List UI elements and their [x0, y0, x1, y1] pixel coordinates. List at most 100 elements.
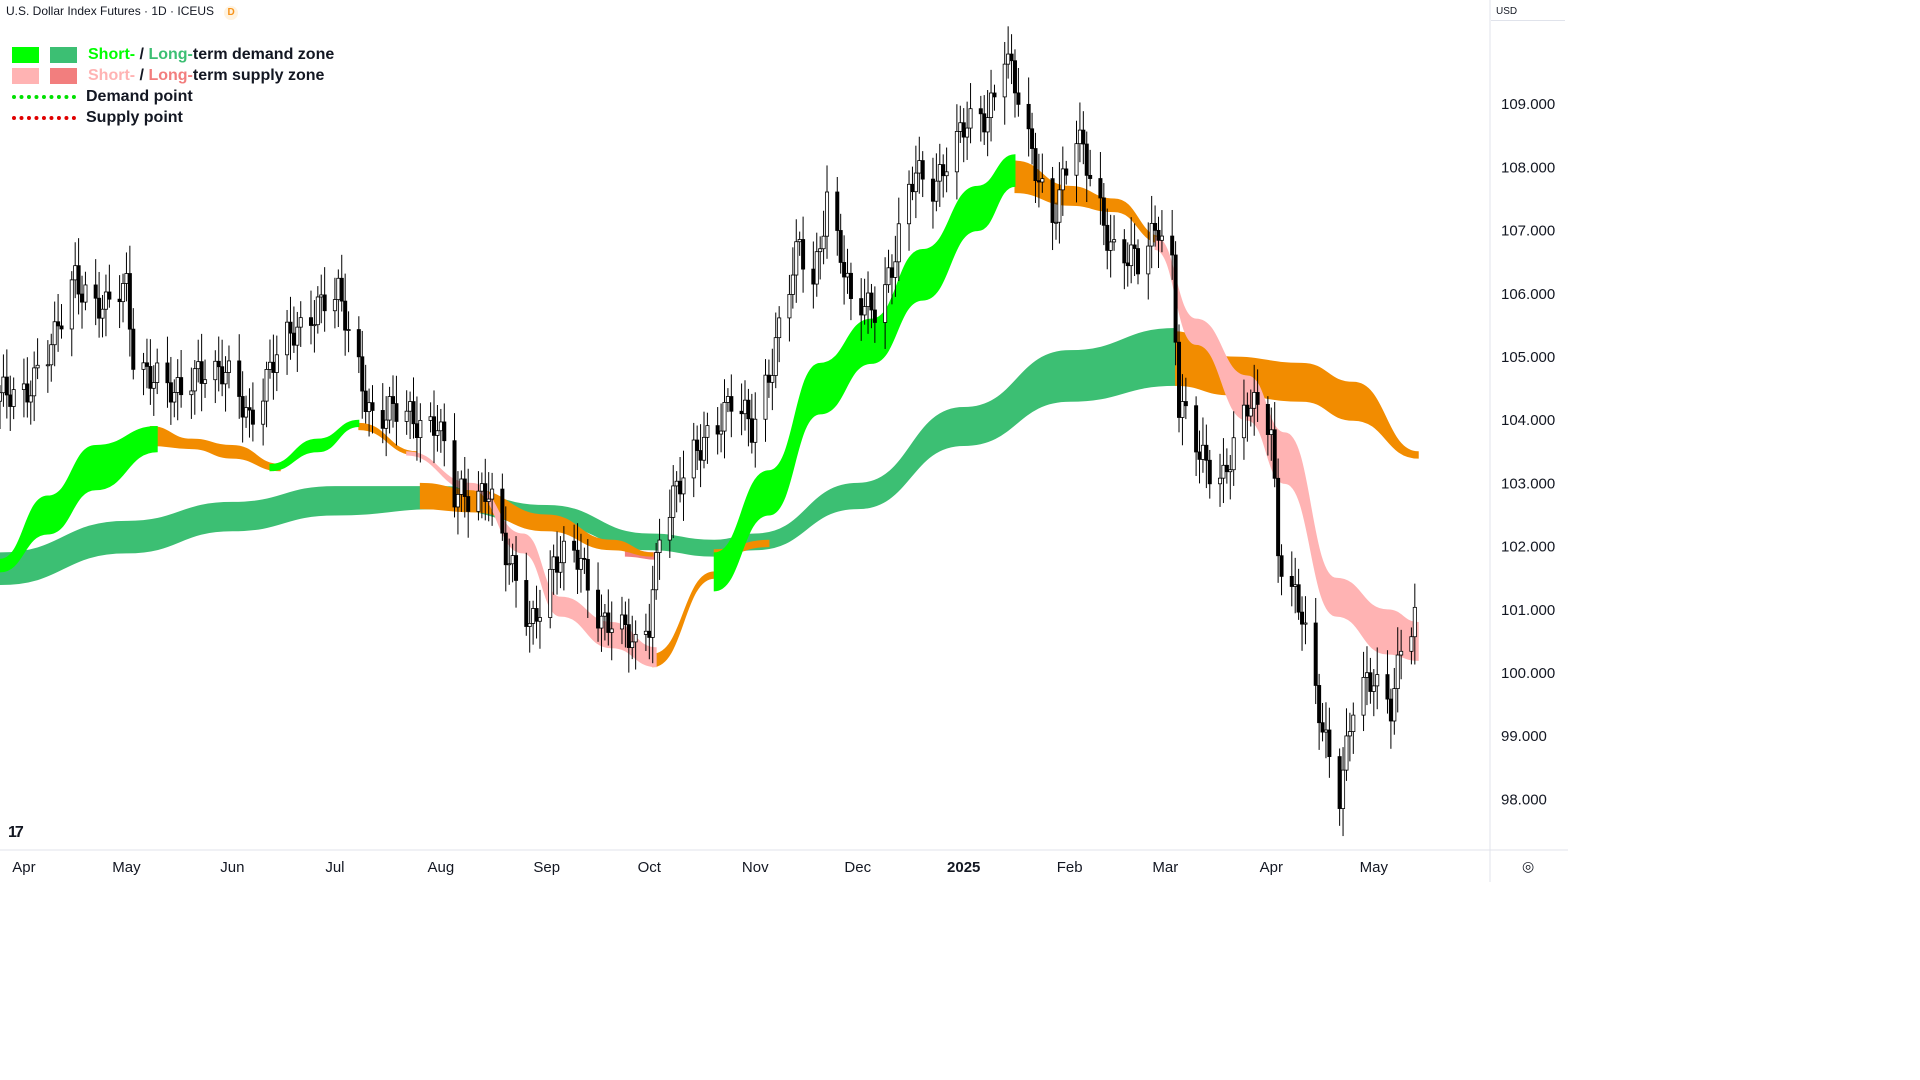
candle-body [537, 617, 542, 622]
candle [626, 598, 631, 673]
candle-body [455, 493, 460, 508]
candle-body [889, 267, 894, 278]
candle [380, 383, 385, 444]
tradingview-logo[interactable]: 17 [8, 824, 24, 841]
candle [438, 408, 443, 453]
candle-body [1105, 224, 1110, 251]
price-chart[interactable]: 98.000 99.000 100.000 101.000 102.000 103.000… [0, 0, 1568, 882]
candle [623, 601, 628, 648]
candle [596, 562, 601, 642]
candle-body [913, 172, 918, 193]
candle-body [790, 274, 795, 295]
candle-body [267, 361, 272, 370]
symbol-title[interactable]: U.S. Dollar Index Futures · 1D · ICEUS D [6, 4, 239, 20]
candle-body [1303, 622, 1308, 625]
candle-body [739, 410, 744, 415]
candle [490, 472, 495, 526]
candle [1289, 551, 1294, 607]
candle [261, 378, 266, 446]
candle-body [189, 390, 194, 396]
candle-body [226, 360, 231, 373]
target-icon[interactable]: ◎ [1522, 858, 1535, 874]
candle [83, 271, 88, 311]
candle-body [11, 389, 16, 407]
candle-body [1248, 407, 1253, 417]
candle [285, 309, 290, 375]
candle [11, 377, 16, 420]
candle-body [845, 272, 850, 278]
candle [958, 105, 963, 143]
candle-body [814, 251, 819, 285]
candle [551, 544, 556, 595]
candle [954, 104, 959, 200]
candle [961, 108, 966, 163]
candle [35, 338, 40, 380]
candle [442, 403, 447, 467]
candle [527, 600, 532, 653]
candle [1320, 702, 1325, 742]
candle-body [490, 488, 495, 500]
candle-body [360, 356, 365, 392]
candle [548, 550, 553, 629]
candle-body [872, 309, 877, 323]
candle-body [1224, 464, 1229, 473]
candle-body [483, 483, 488, 502]
candle-body [749, 418, 754, 443]
candle [264, 361, 269, 428]
candle-body [982, 113, 987, 133]
x-tick-label: Jun [220, 859, 244, 876]
candle-body [336, 277, 341, 300]
candle [244, 395, 249, 428]
candle-body [572, 540, 577, 551]
candle [1040, 153, 1045, 193]
candle-body [1327, 729, 1332, 757]
candle-body [937, 164, 942, 182]
candle [585, 539, 590, 618]
candle-body [674, 480, 679, 487]
candle [394, 375, 399, 446]
candle-body [25, 383, 30, 403]
candle [1074, 120, 1079, 203]
candle [1248, 389, 1253, 427]
candle [1313, 597, 1318, 705]
legend-item: Supply point [12, 107, 334, 128]
candle-body [285, 321, 290, 356]
candle [777, 306, 782, 363]
candle-body [1060, 168, 1065, 191]
candle [308, 290, 313, 345]
candle-body [606, 612, 611, 633]
candle-body [1064, 168, 1069, 176]
currency-selector[interactable]: USD [1491, 3, 1565, 21]
candle [524, 552, 529, 636]
candle-body [1050, 178, 1055, 223]
candle-body [1197, 451, 1202, 460]
candle [1009, 34, 1014, 85]
candle-body [1170, 235, 1175, 256]
candle [695, 425, 700, 471]
candle [486, 472, 491, 522]
candle [978, 95, 983, 142]
candle-body [534, 608, 539, 622]
candle [842, 235, 847, 305]
candle-body [1361, 676, 1366, 716]
legend-swatch [12, 67, 39, 84]
candle-body [274, 354, 279, 373]
candle-body [1228, 469, 1233, 473]
candle [127, 245, 132, 357]
candle-body [930, 178, 935, 202]
candle [192, 360, 197, 415]
candle-body [1300, 611, 1305, 625]
candle [384, 396, 389, 457]
x-tick-label: May [112, 859, 141, 876]
candle-body [49, 344, 54, 366]
candle [315, 286, 320, 334]
candle-body [531, 608, 536, 624]
candle [821, 210, 826, 265]
candle-body [548, 568, 553, 618]
candle-body [1074, 143, 1079, 176]
candle-body [886, 267, 891, 286]
x-tick-label: Oct [638, 859, 662, 876]
candle [1303, 596, 1308, 645]
candle-body [1077, 129, 1082, 145]
candle [698, 424, 703, 488]
